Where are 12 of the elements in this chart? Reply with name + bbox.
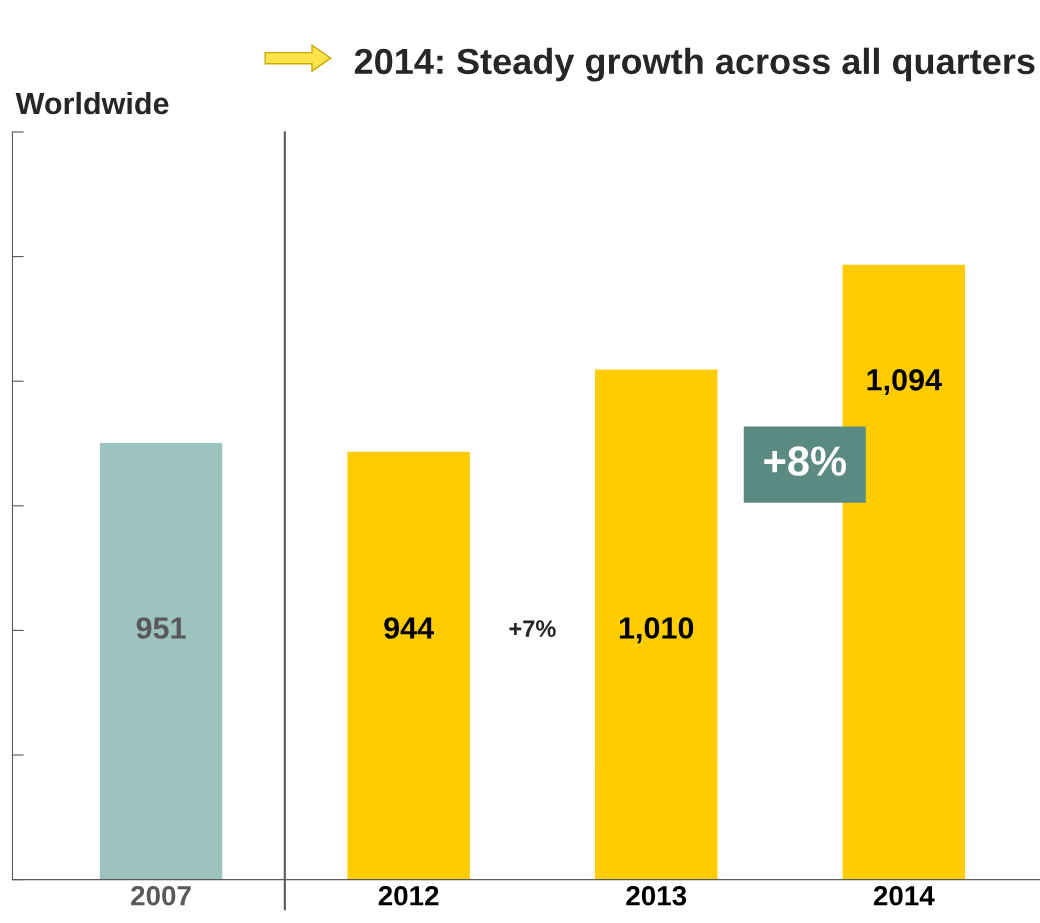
x-tick-label: 2013: [626, 885, 687, 906]
x-tick-label: 2007: [131, 885, 191, 906]
annotation: +7%: [509, 620, 556, 637]
y-axis-title: Worldwide: [15, 91, 169, 115]
data-label: 1,010: [619, 617, 694, 644]
x-tick-label: 2012: [378, 885, 439, 906]
data-label: 951: [136, 617, 186, 639]
data-label: 944: [384, 617, 434, 639]
x-tick-label: 2014: [873, 885, 935, 906]
data-label: 1,094: [867, 369, 942, 396]
annotation: +8%: [764, 446, 846, 476]
chart-title: 2014: Steady growth across all quarters: [354, 47, 1035, 82]
